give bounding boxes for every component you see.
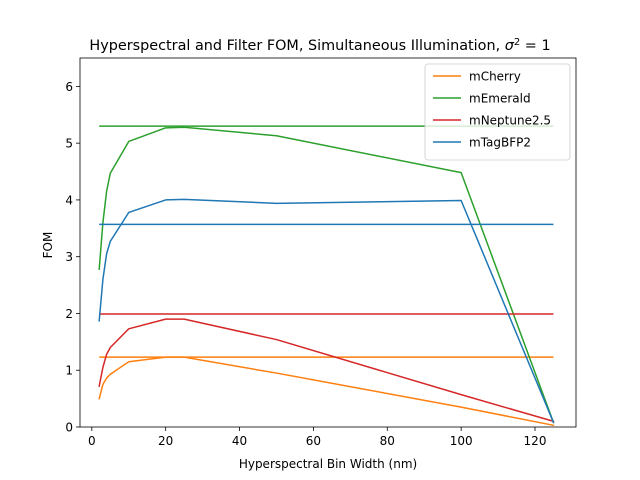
x-tick-label: 60: [306, 434, 321, 448]
legend-label: mTagBFP2: [469, 136, 531, 150]
chart-title: Hyperspectral and Filter FOM, Simultaneo…: [89, 37, 550, 55]
x-tick-label: 100: [450, 434, 473, 448]
y-tick-label: 0: [65, 421, 73, 435]
legend-label: mEmerald: [469, 92, 531, 106]
series-mtagbfp2-hyperspectral-line: [98, 198, 555, 424]
legend-label: mNeptune2.5: [469, 114, 551, 128]
x-tick-label: 120: [524, 434, 547, 448]
plot-area: 0 20 40 60 80 100 120 0 1 2 3 4 5 6 mCherry mEmerald mNe…: [65, 57, 577, 448]
chart-title-superscript: 2: [514, 37, 520, 48]
y-tick-label: 2: [65, 307, 73, 321]
axes-frame: [79, 57, 577, 428]
chart-title-tail: = 1: [520, 38, 550, 54]
chart-title-main: Hyperspectral and Filter FOM, Simultaneo…: [89, 38, 504, 54]
x-tick-label: 0: [88, 434, 96, 448]
x-tick-label: 20: [158, 434, 173, 448]
x-axis-label: Hyperspectral Bin Width (nm): [239, 457, 417, 471]
x-tick-label: 40: [232, 434, 247, 448]
y-tick-label: 5: [65, 137, 73, 151]
x-tick-label: 80: [380, 434, 395, 448]
chart-title-sigma: σ: [505, 38, 515, 54]
legend-label: mCherry: [469, 70, 521, 84]
legend-box: [424, 63, 571, 161]
y-tick-label: 6: [65, 80, 73, 94]
series-memerald-hyperspectral-line: [98, 126, 555, 424]
y-axis-label: FOM: [41, 232, 55, 259]
y-tick-label: 3: [65, 250, 73, 264]
series-mneptune2-5-hyperspectral-line: [98, 318, 555, 423]
series-mcherry-hyperspectral-line: [98, 356, 555, 427]
y-tick-label: 4: [65, 193, 73, 207]
y-tick-label: 1: [65, 364, 73, 378]
